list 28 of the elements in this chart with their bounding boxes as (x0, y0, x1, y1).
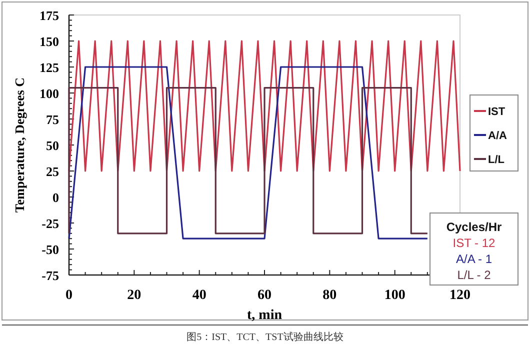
annotation: Cycles/Hr (446, 220, 502, 234)
x-axis-title: t, min (247, 308, 282, 323)
y-tick-label: 150 (40, 34, 59, 49)
annotation: A/A - 1 (456, 252, 492, 266)
legend-label: L/L (488, 154, 505, 166)
y-tick-label: 125 (40, 60, 60, 75)
y-tick-label: 100 (40, 86, 59, 101)
x-tick-label: 0 (66, 288, 72, 303)
y-tick-label: 0 (52, 190, 59, 205)
y-tick-label: -50 (42, 242, 59, 257)
legend-label: A/A (488, 130, 507, 142)
y-tick-label: -25 (42, 216, 60, 231)
annotation: L/L - 2 (457, 268, 492, 282)
x-tick-label: 80 (322, 288, 337, 303)
x-tick-label: 60 (258, 288, 272, 303)
y-tick-label: 50 (46, 138, 59, 153)
y-tick-label: 75 (46, 112, 60, 127)
y-tick-label: -75 (42, 268, 60, 283)
legend-label: IST (488, 106, 506, 118)
x-tick-label: 120 (450, 288, 470, 303)
y-axis-title: Temperature, Degrees C (12, 77, 27, 213)
x-tick-label: 20 (127, 288, 142, 303)
caption: 图5：IST、TCT、TST试验曲线比较 (186, 331, 344, 343)
x-tick-label: 100 (384, 288, 406, 303)
y-tick-label: 25 (46, 164, 60, 179)
annotation: IST - 12 (452, 236, 496, 250)
x-tick-label: 40 (192, 288, 206, 303)
y-tick-label: 175 (40, 8, 60, 23)
